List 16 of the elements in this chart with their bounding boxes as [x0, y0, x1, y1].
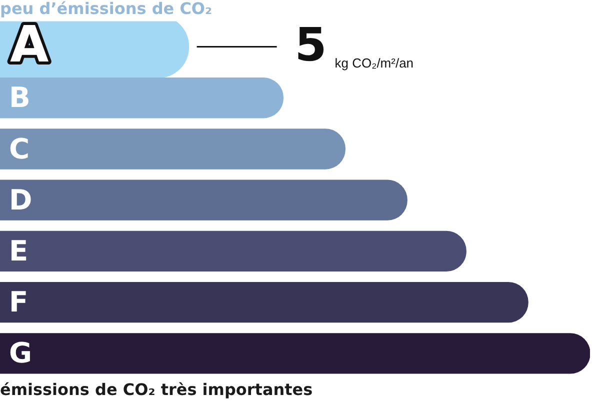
bar	[0, 230, 466, 272]
y-tick-label: C	[9, 132, 30, 166]
y-tick-label: G	[9, 336, 32, 370]
y-tick-label: A	[10, 16, 49, 74]
y-tick-label: D	[9, 183, 32, 216]
bar	[0, 128, 346, 170]
bar	[0, 333, 590, 374]
annotation: 5	[294, 18, 327, 72]
annotation: kg CO₂/m²/an	[334, 55, 414, 70]
y-tick-label: B	[9, 81, 30, 114]
y-tick-label: E	[9, 234, 28, 268]
bar	[0, 180, 408, 220]
chart-title: peu d’émissions de CO₂	[0, 0, 212, 18]
y-tick-label: F	[9, 286, 28, 319]
text: émissions de CO₂ très importantes	[0, 380, 313, 399]
bar	[0, 282, 528, 323]
